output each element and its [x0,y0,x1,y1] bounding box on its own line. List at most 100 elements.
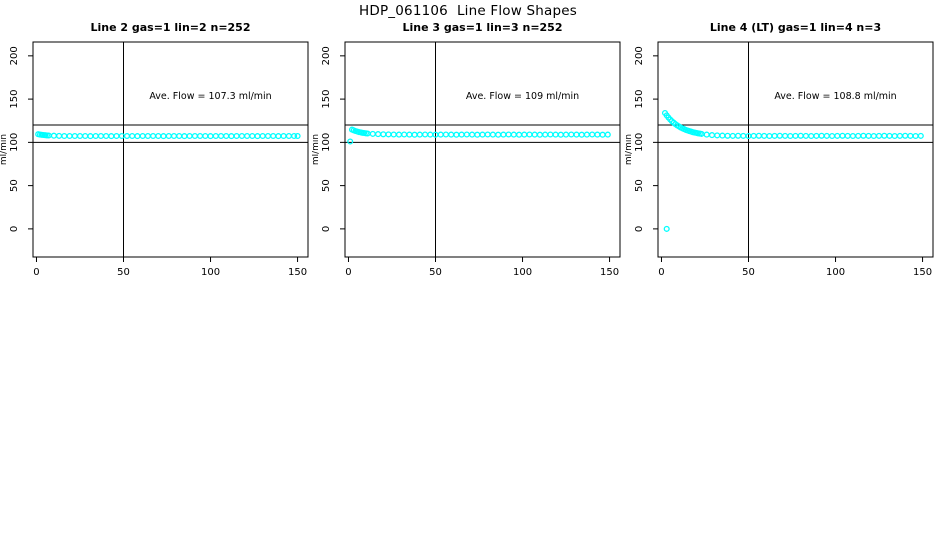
data-point [818,132,825,139]
data-point [735,132,742,139]
data-point [134,133,141,140]
x-tick-label: 0 [658,267,664,278]
data-point [505,131,512,138]
data-point [766,132,773,140]
y-axis-label: ml/min [0,134,9,165]
data-point [390,131,397,138]
data-point [144,132,151,140]
data-point [380,131,387,138]
data-point [583,131,590,138]
data-point [160,133,167,140]
data-point [97,132,104,140]
x-tick-label: 0 [345,267,351,278]
data-point [578,131,585,138]
data-point [294,132,301,140]
data-point [87,133,94,140]
data-point [50,132,57,139]
x-tick-label: 100 [513,267,532,278]
data-point [663,225,670,232]
data-point [406,131,413,138]
panel-title: Line 3 gas=1 lin=3 n=252 [402,21,562,34]
data-point [191,132,198,140]
panel-line-3: Line 3 gas=1 lin=3 n=252 0 50 100 150 200 ml/m… [312,21,621,278]
x-tick-label: 150 [600,267,619,278]
data-point [907,132,914,139]
data-point [76,132,84,140]
data-point [129,132,136,140]
y-tick-label: 0 [321,226,332,232]
data-point [474,131,481,138]
data-point [155,132,162,140]
panel-title: Line 2 gas=1 lin=2 n=252 [90,21,250,34]
y-tick-label: 150 [634,90,645,109]
data-point [855,132,862,139]
main-title: HDP_061106 Line Flow Shapes [359,3,577,19]
data-point [787,132,794,140]
y-tick-label: 150 [9,90,20,109]
data-point [385,131,392,138]
data-point [56,132,63,139]
data-point [270,132,277,140]
data-point [599,131,606,138]
data-point [510,131,517,138]
panel-title: Line 4 (LT) gas=1 lin=4 n=3 [710,21,881,34]
data-point [526,131,533,138]
data-point [860,132,867,139]
data-point [249,132,256,140]
y-tick-label: 100 [634,133,645,152]
data-point [401,131,408,138]
data-point [782,132,789,139]
data-point [761,132,768,139]
data-point [881,132,888,139]
data-point [714,132,721,139]
y-tick-label: 0 [634,226,645,232]
data-series [661,109,924,232]
data-point [589,131,596,138]
data-point [834,132,841,139]
data-point [170,132,178,140]
data-point [562,131,570,138]
y-tick-label: 100 [321,133,332,152]
data-point [223,132,230,140]
y-tick-label: 100 [9,133,20,152]
data-point [66,132,73,140]
x-tick-label: 50 [117,267,130,278]
plot-box [32,41,309,258]
plot-box [657,41,934,258]
data-point [896,132,903,139]
data-point [108,133,115,140]
data-point [82,132,89,140]
x-tick-label: 0 [33,267,39,278]
data-point [469,131,476,138]
data-point [207,133,214,140]
data-point [458,131,465,138]
y-tick-label: 50 [9,179,20,192]
data-point [113,132,120,140]
data-point [422,131,429,138]
data-point [463,131,470,138]
data-point [823,132,830,139]
data-series [347,126,611,145]
data-point [176,132,183,140]
data-point [212,132,219,140]
data-point [703,131,710,138]
data-point [531,131,538,138]
y-tick-label: 0 [9,226,20,232]
data-point [165,132,172,140]
data-point [123,132,131,140]
data-point [771,132,778,139]
y-tick-label: 200 [321,46,332,65]
y-tick-label: 200 [634,46,645,65]
data-point [442,131,449,138]
x-tick-label: 150 [913,267,932,278]
data-point [103,132,110,140]
data-point [416,131,423,138]
data-point [708,132,716,139]
data-point [594,131,601,138]
data-point [139,132,146,140]
data-point [557,131,564,138]
data-point [285,132,292,140]
data-series [35,131,301,140]
data-point [181,133,188,140]
